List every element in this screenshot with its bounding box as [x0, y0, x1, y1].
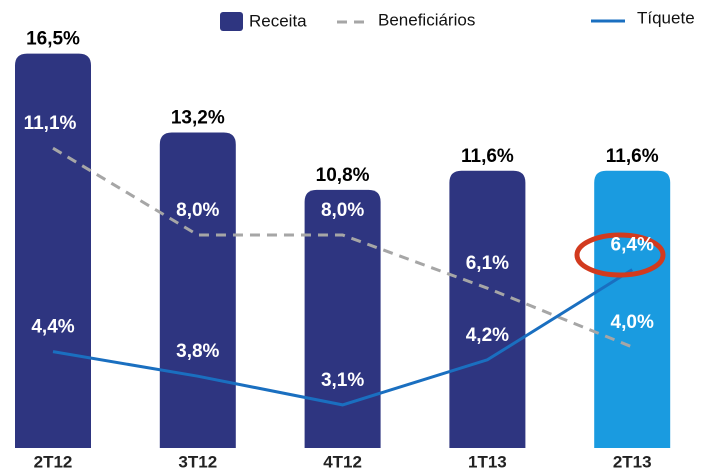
x-tick-label: 1T13 [468, 452, 507, 471]
line-value-label: 4,4% [31, 317, 74, 338]
line-value-label: 4,2% [466, 325, 509, 346]
bar [159, 132, 236, 448]
line-value-label: 6,4% [611, 235, 654, 256]
line [52, 268, 633, 407]
legend-label: Receita [249, 11, 307, 30]
line-value-label: 3,8% [176, 341, 219, 362]
x-tick-label: 3T12 [178, 452, 217, 471]
bar-value-label: 16,5% [26, 29, 80, 50]
line-value-label: 8,0% [321, 200, 364, 221]
bar [304, 189, 381, 448]
x-tick-label: 2T12 [34, 452, 73, 471]
legend-swatch [220, 12, 243, 31]
legend-label: Tíquete [637, 8, 695, 27]
line [52, 146, 633, 349]
bar-value-label: 11,6% [606, 146, 659, 167]
x-tick-label: 2T13 [613, 452, 652, 471]
bar-value-label: 10,8% [316, 165, 370, 186]
bar-value-label: 11,6% [461, 146, 514, 167]
line-value-label: 6,1% [466, 253, 509, 274]
bar-value-label: 13,2% [171, 108, 225, 129]
line-value-label: 8,0% [176, 200, 219, 221]
legend-label: Beneficiários [378, 10, 475, 29]
line-value-label: 3,1% [321, 370, 364, 391]
bar [594, 170, 671, 448]
bar [15, 53, 91, 449]
line-value-label: 4,0% [611, 312, 654, 333]
highlight-ring [574, 232, 666, 278]
bar [449, 170, 526, 448]
x-tick-label: 4T12 [323, 452, 362, 471]
line-value-label: 11,1% [24, 113, 77, 134]
